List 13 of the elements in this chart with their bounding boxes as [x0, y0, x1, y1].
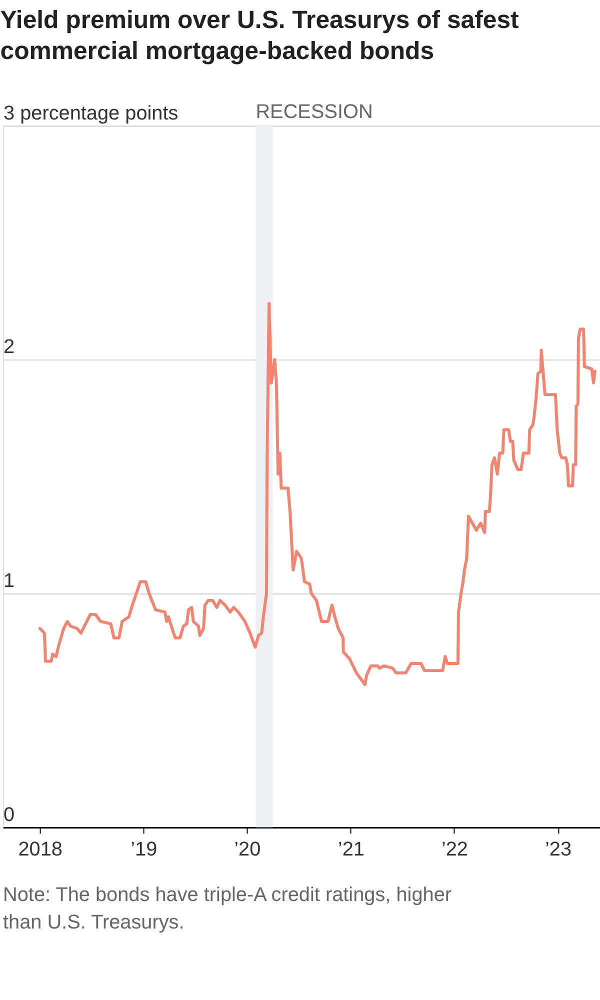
chart-title: Yield premium over U.S. Treasurys of safest commercial mortgage-backed bonds — [0, 6, 519, 66]
text: Note: The bonds have triple-A credit ratings, higher than U.S. Treasurys. — [2, 884, 452, 934]
band-label: RECESSION — [256, 100, 373, 123]
x-tick-label: ’22 — [441, 838, 468, 861]
y-tick-label: 0 — [3, 804, 15, 826]
x-tick-label: 2018 — [18, 838, 62, 861]
x-tick-label: ’21 — [338, 838, 364, 861]
x-tick-label: ’23 — [544, 838, 572, 861]
x-tick-label: ’19 — [130, 838, 158, 861]
y-tick-label: 1 — [3, 570, 15, 592]
x-tick-label: ’20 — [234, 838, 261, 861]
y-tick-label: 3 percentage points — [3, 102, 178, 124]
y-tick-label: 2 — [3, 336, 15, 358]
